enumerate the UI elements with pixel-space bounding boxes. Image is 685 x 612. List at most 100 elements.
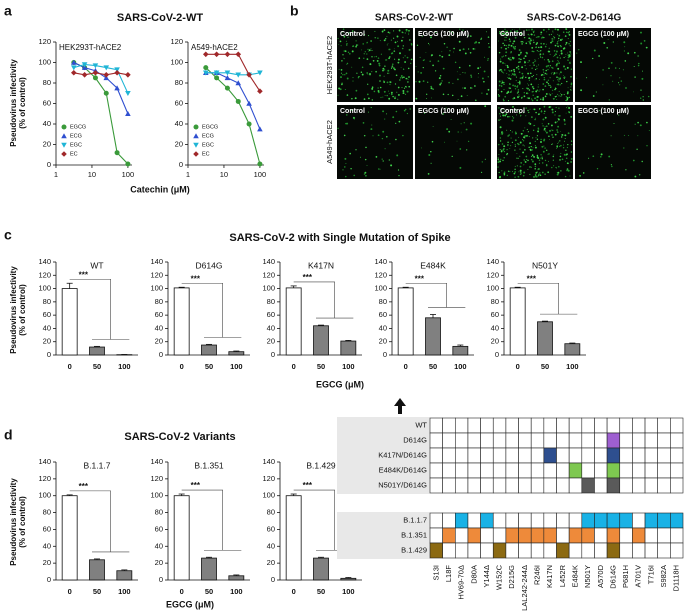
fluorescence-dot xyxy=(475,99,477,101)
fluorescence-dot xyxy=(592,155,595,158)
table-cell xyxy=(657,462,671,479)
fluorescence-dot xyxy=(535,137,537,139)
fluorescence-dot xyxy=(509,148,511,150)
fluorescence-dot xyxy=(365,146,367,149)
fluorescence-dot xyxy=(566,92,569,95)
fluorescence-dot xyxy=(547,58,550,61)
fluorescence-dot xyxy=(527,72,530,75)
fluorescence-dot xyxy=(499,140,502,142)
fluorescence-dot xyxy=(344,74,346,76)
fluorescence-dot xyxy=(535,43,538,46)
row-label: E484K/D614G xyxy=(379,465,428,474)
table-cell xyxy=(606,432,621,449)
fluorescence-dot xyxy=(470,74,472,76)
fluorescence-dot xyxy=(430,85,433,88)
fluorescence-dot xyxy=(646,121,648,124)
fluorescence-dot xyxy=(439,83,442,86)
fluorescence-dot xyxy=(543,74,545,76)
fluorescence-dot xyxy=(441,80,443,82)
fluorescence-dot xyxy=(470,76,473,78)
fluorescence-dot xyxy=(361,73,364,76)
y-tick-label: 100 xyxy=(170,57,183,66)
fluorescence-dot xyxy=(562,147,565,149)
fluorescence-dot xyxy=(566,168,569,170)
fluorescence-dot xyxy=(544,126,546,128)
fluorescence-dot xyxy=(390,91,393,94)
fluorescence-dot xyxy=(570,53,572,55)
fluorescence-dot xyxy=(387,90,389,92)
y-tick-label: 0 xyxy=(47,160,51,169)
fluorescence-dot xyxy=(390,164,393,167)
y-tick-label: 20 xyxy=(267,337,275,346)
fluorescence-dot xyxy=(510,30,512,32)
fluorescence-dot xyxy=(532,129,535,132)
fluorescence-dot xyxy=(550,73,552,75)
fluorescence-dot xyxy=(389,84,391,86)
fluorescence-dot xyxy=(523,164,525,166)
fluorescence-dot xyxy=(560,170,562,172)
data-point xyxy=(125,161,131,167)
fluorescence-dot xyxy=(556,95,557,97)
fluorescence-dot xyxy=(351,97,353,100)
fluorescence-dot xyxy=(503,83,505,85)
table-cell xyxy=(492,447,507,464)
fluorescence-dot xyxy=(500,82,502,84)
fluorescence-dot xyxy=(637,135,639,137)
fluorescence-dot xyxy=(503,145,506,148)
fluorescence-dot xyxy=(565,55,567,57)
fluorescence-dot xyxy=(522,112,525,114)
fluorescence-dot xyxy=(526,97,529,99)
fluorescence-dot xyxy=(391,63,394,66)
fluorescence-dot xyxy=(540,98,542,101)
table-cell xyxy=(454,527,469,544)
y-tick-label: 20 xyxy=(379,337,387,346)
fluorescence-dot xyxy=(464,87,466,90)
fluorescence-dot xyxy=(352,77,354,79)
fluorescence-dot xyxy=(639,124,642,127)
fluorescence-dot xyxy=(355,45,357,48)
y-tick-label: 0 xyxy=(179,160,183,169)
fluorescence-dot xyxy=(503,44,506,47)
panel-title: SARS-CoV-2-WT xyxy=(117,12,203,24)
fluorescence-dot xyxy=(520,161,523,164)
fluorescence-dot xyxy=(566,169,568,172)
table-cell xyxy=(518,477,532,494)
fluorescence-dot xyxy=(514,131,517,133)
table-cell xyxy=(467,462,481,479)
fluorescence-dot xyxy=(556,121,558,123)
fluorescence-dot xyxy=(542,98,545,101)
fluorescence-dot xyxy=(399,52,401,55)
fluorescence-dot xyxy=(529,108,531,110)
fluorescence-dot xyxy=(531,160,534,163)
fluorescence-dot xyxy=(556,167,558,169)
y-tick-label: 40 xyxy=(175,119,183,128)
tile-label: EGCG (100 μM) xyxy=(578,108,629,115)
fluorescence-dot xyxy=(527,83,529,85)
fluorescence-dot xyxy=(610,164,612,166)
fluorescence-dot xyxy=(402,134,404,137)
fluorescence-dot xyxy=(524,160,527,163)
fluorescence-dot xyxy=(523,57,525,60)
fluorescence-dot xyxy=(545,43,547,45)
data-point xyxy=(92,63,99,69)
fluorescence-dot xyxy=(505,113,508,115)
fluorescence-dot xyxy=(551,72,553,74)
fluorescence-dot xyxy=(510,137,512,139)
micrograph xyxy=(337,105,413,179)
fluorescence-dot xyxy=(527,169,529,171)
fluorescence-dot xyxy=(375,37,377,39)
fluorescence-dot xyxy=(416,44,419,46)
fluorescence-dot xyxy=(391,66,393,68)
fluorescence-dot xyxy=(387,72,389,74)
table-cell xyxy=(442,512,456,529)
fluorescence-dot xyxy=(497,158,500,160)
fluorescence-dot xyxy=(545,164,548,166)
fluorescence-dot xyxy=(446,46,448,48)
table-cell xyxy=(594,462,608,479)
fluorescence-dot xyxy=(539,174,542,177)
fluorescence-dot xyxy=(381,30,384,33)
fluorescence-dot xyxy=(549,65,551,67)
fluorescence-dot xyxy=(557,33,559,35)
fluorescence-dot xyxy=(555,166,557,168)
table-cell xyxy=(632,462,646,479)
